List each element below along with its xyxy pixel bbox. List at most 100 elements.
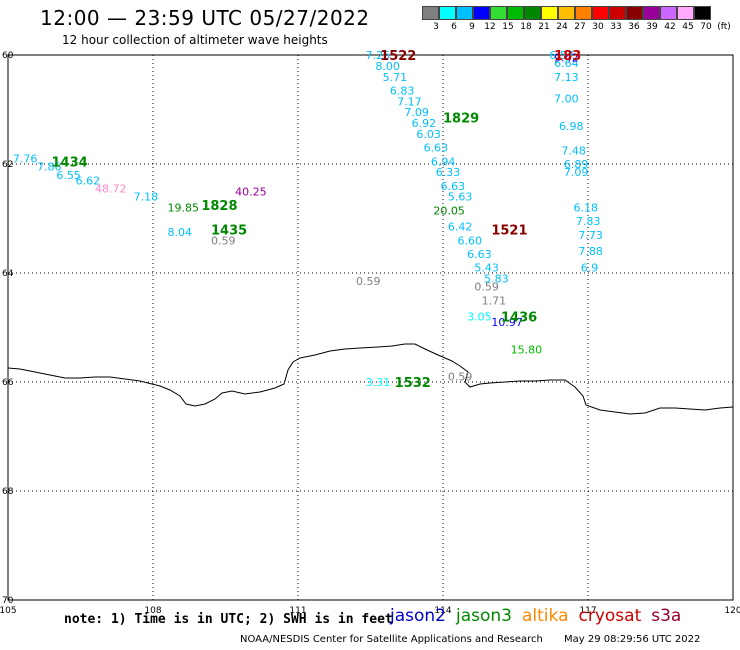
wave-height-value: 7.88 <box>578 245 603 258</box>
wave-height-value: 7.17 <box>397 95 422 108</box>
wave-height-value: 20.05 <box>433 204 465 217</box>
legend-swatch <box>439 6 456 20</box>
longitude-tick-label: 114 <box>434 606 451 616</box>
wave-height-value: 6.9 <box>581 262 599 275</box>
legend-swatch <box>473 6 490 20</box>
wave-height-value: 7.00 <box>554 93 579 106</box>
wave-height-value: 5.63 <box>448 191 473 204</box>
credit-line: NOAA/NESDIS Center for Satellite Applica… <box>240 634 700 645</box>
track-time-label: 1829 <box>443 112 479 127</box>
wave-height-value: 0.59 <box>448 371 473 384</box>
legend-swatch <box>422 6 439 20</box>
longitude-tick-label: 108 <box>144 606 161 616</box>
legend-swatch <box>592 6 609 20</box>
latitude-tick-label: 70 <box>2 596 14 606</box>
legend-swatch <box>524 6 541 20</box>
legend-label: 18 <box>520 22 532 32</box>
wave-height-value: 5.71 <box>383 71 408 84</box>
axis-tick-labels: 105 108 111 114 117 120 60 62 64 66 68 70 <box>0 51 740 616</box>
satellite-legend: jason2 jason3 altika cryosat s3a <box>390 606 691 626</box>
legend-label: 39 <box>646 22 658 32</box>
track-time-labels: 1522 1829 1434 1828 1435 1521 1436 1532 183 <box>52 49 582 391</box>
wave-height-value: 6.64 <box>554 57 579 70</box>
footnote: note: 1) Time is in UTC; 2) SWH is in fe… <box>64 612 393 627</box>
legend-label: 3 <box>433 22 439 32</box>
wave-height-value: 6.63 <box>424 142 449 155</box>
wave-height-value: 0.59 <box>356 275 381 288</box>
wave-height-value: 7.18 <box>134 191 159 204</box>
longitude-tick-label: 111 <box>289 606 306 616</box>
latitude-tick-label: 60 <box>2 51 14 61</box>
legend-swatch <box>660 6 677 20</box>
latitude-tick-label: 68 <box>2 487 14 497</box>
wave-height-value: 6.98 <box>559 120 584 133</box>
longitude-tick-label: 120 <box>724 606 740 616</box>
wave-height-value: 7.48 <box>561 144 586 157</box>
track-time-label: 1435 <box>211 223 247 238</box>
legend-label: 9 <box>469 22 475 32</box>
legend-label: 27 <box>574 22 586 32</box>
legend-swatch <box>609 6 626 20</box>
wave-height-value: 48.72 <box>95 183 127 196</box>
color-scale-labels: 3 6 9 12 15 18 21 24 27 30 33 36 39 42 45 70 (ft) <box>422 22 732 34</box>
legend-label: 15 <box>502 22 514 32</box>
wave-height-value: 6.55 <box>56 169 80 182</box>
wave-height-value: 3.05 <box>467 311 492 324</box>
coastline <box>7 343 734 415</box>
legend-swatch <box>677 6 694 20</box>
legend-swatch <box>490 6 507 20</box>
track-time-label: 1521 <box>491 223 527 238</box>
wave-height-value: 7.13 <box>554 71 579 84</box>
wave-height-value: 7.76 <box>13 153 38 166</box>
legend-label: 30 <box>592 22 604 32</box>
wave-height-value: 19.85 <box>168 202 200 215</box>
legend-swatch <box>541 6 558 20</box>
wave-height-value: 7.86 <box>37 161 62 174</box>
wave-height-value: 6.62 <box>76 174 101 187</box>
wave-height-value: 6.60 <box>458 234 483 247</box>
wave-height-value: 1.71 <box>482 294 507 307</box>
legend-swatch <box>575 6 592 20</box>
latitude-tick-label: 64 <box>2 269 14 279</box>
satellite-name: altika <box>522 606 569 626</box>
wave-height-value: 6.57 <box>549 49 574 62</box>
legend-label: 24 <box>556 22 568 32</box>
wave-height-value: 7.09 <box>564 166 589 179</box>
wave-height-value: 7.83 <box>576 215 601 228</box>
wave-height-value: 3.31 <box>366 376 391 389</box>
legend-label: 42 <box>664 22 676 32</box>
wave-height-value: 7.73 <box>578 229 603 242</box>
legend-label: 36 <box>628 22 640 32</box>
legend-label: 45 <box>682 22 694 32</box>
wave-height-value: 7.26 <box>366 49 391 62</box>
track-time-label: 1434 <box>52 155 88 170</box>
legend-swatch <box>626 6 643 20</box>
wave-height-value: 6.89 <box>564 158 589 171</box>
legend-swatch <box>456 6 473 20</box>
map-frame <box>7 54 734 601</box>
wave-height-value: 7.09 <box>404 106 429 119</box>
legend-swatch <box>558 6 575 20</box>
wave-height-value: 6.83 <box>390 84 415 97</box>
legend-label: 21 <box>538 22 550 32</box>
latitude-tick-label: 66 <box>2 378 14 388</box>
wave-height-value: 0.59 <box>211 234 236 247</box>
legend-label: 33 <box>610 22 622 32</box>
legend-swatch <box>507 6 524 20</box>
wave-height-value: 6.94 <box>431 155 456 168</box>
wave-height-value: 6.33 <box>436 166 461 179</box>
track-time-label: 1828 <box>201 199 237 214</box>
legend-swatch <box>643 6 660 20</box>
wave-height-value: 5.83 <box>484 272 509 285</box>
wave-height-value: 6.03 <box>416 128 441 141</box>
credit-org: NOAA/NESDIS Center for Satellite Applica… <box>240 634 543 645</box>
wave-height-value: 5.43 <box>474 262 499 275</box>
legend-label: 70 <box>700 22 712 32</box>
satellite-name: jason2 <box>390 606 446 626</box>
longitude-tick-label: 105 <box>0 606 17 616</box>
page-title: 12:00 — 23:59 UTC 05/27/2022 <box>40 6 370 30</box>
wave-observations: 7.268.005.716.837.177.096.926.036.636.94… <box>13 49 603 389</box>
wave-height-value: 6.63 <box>441 180 466 193</box>
wave-height-value: 6.18 <box>574 202 599 215</box>
